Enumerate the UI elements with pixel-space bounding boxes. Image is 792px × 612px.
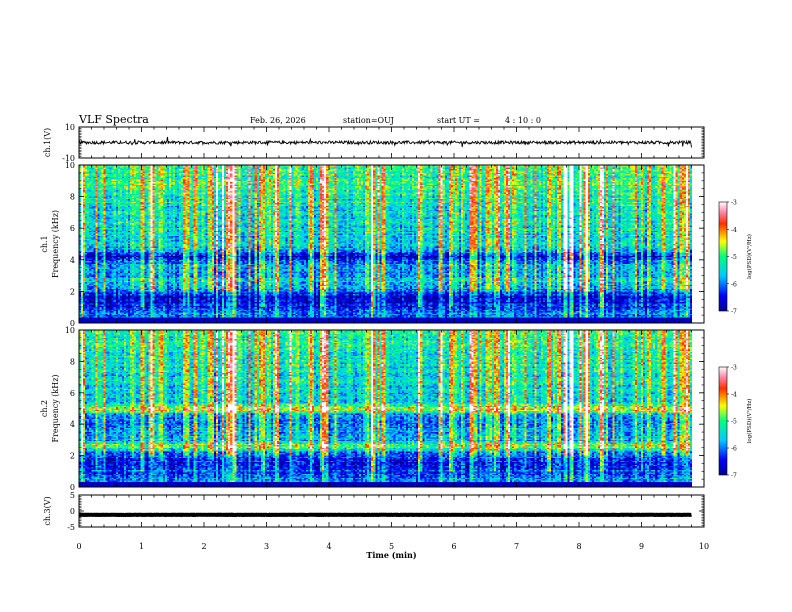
ch1-spectrogram-panel: 0 2 4 6 8 10 ch.1 Frequency (kHz) xyxy=(40,161,705,328)
y-tick-label: 8 xyxy=(70,193,75,202)
x-tick-label: 1 xyxy=(139,542,144,551)
ch1-waveform-ylabel: ch.1(V) xyxy=(43,128,52,157)
colorbar-tick-label: -3 xyxy=(731,200,737,207)
ch3-waveform-ylabel: ch.3(V) xyxy=(43,496,52,525)
y-tick-label: 6 xyxy=(70,224,75,233)
colorbar-label: log(PSD)(V²/Hz) xyxy=(746,399,753,444)
x-tick-label: 2 xyxy=(201,542,206,551)
date-label: Feb. 26, 2026 xyxy=(250,116,306,125)
y-tick-label: 6 xyxy=(70,389,75,398)
x-axis: 0 1 2 3 4 5 6 7 8 9 10 Time (min) xyxy=(76,542,709,560)
colorbar-gradient xyxy=(718,366,728,476)
colorbar-label: log(PSD)(V²/Hz) xyxy=(746,234,753,279)
y-tick-label: 0 xyxy=(70,319,75,328)
x-tick-label: 7 xyxy=(514,542,519,551)
y-tick-label: 8 xyxy=(70,357,75,366)
x-tick-label: 0 xyxy=(76,542,81,551)
y-tick-label: -5 xyxy=(67,523,75,532)
start-time: 4 : 10 : 0 xyxy=(505,116,541,125)
start-label: start UT = xyxy=(437,116,480,125)
colorbar-gradient xyxy=(718,201,728,312)
station-label: station=OUJ xyxy=(343,116,394,125)
ch2-colorbar: -3 -4 -5 -6 -7 log(PSD)(V²/Hz) xyxy=(718,365,753,480)
y-tick-label: 10 xyxy=(65,123,75,132)
y-tick-label: 2 xyxy=(70,287,75,296)
ch2-spectrogram-ylabel-line2: Frequency (kHz) xyxy=(51,374,60,442)
colorbar-tick-label: -4 xyxy=(731,392,737,399)
x-tick-label: 9 xyxy=(639,542,644,551)
figure-title: VLF Spectra xyxy=(78,113,149,126)
colorbar-tick-label: -4 xyxy=(731,227,737,234)
colorbar-tick-label: -5 xyxy=(731,419,737,426)
y-tick-label: 4 xyxy=(70,420,75,429)
colorbar-tick-label: -7 xyxy=(731,309,737,316)
ch1-spectrogram-image xyxy=(79,165,692,323)
x-tick-label: 8 xyxy=(576,542,581,551)
x-tick-label: 4 xyxy=(326,542,331,551)
y-tick-label: 10 xyxy=(65,161,75,170)
x-tick-label: 5 xyxy=(389,542,394,551)
ch1-spectrogram-ylabel-line1: ch.1 xyxy=(40,235,49,252)
y-tick-label: 5 xyxy=(70,491,75,500)
ch2-spectrogram-image xyxy=(79,330,692,487)
colorbar-tick-label: -6 xyxy=(731,446,737,453)
ch2-spectrogram-panel: 0 2 4 6 8 10 ch.2 Frequency (kHz) xyxy=(40,326,705,492)
x-tick-label: 3 xyxy=(264,542,269,551)
colorbar-tick-label: -5 xyxy=(731,254,737,261)
ch1-waveform-trace xyxy=(78,136,692,148)
y-tick-label: -10 xyxy=(62,154,75,163)
y-tick-label: 2 xyxy=(70,452,75,461)
y-tick-label: 4 xyxy=(70,256,75,265)
colorbar-tick-label: -3 xyxy=(731,365,737,372)
colorbar-tick-label: -6 xyxy=(731,281,737,288)
y-tick-label: 0 xyxy=(70,483,75,492)
x-tick-label: 10 xyxy=(699,542,709,551)
ch3-waveform-panel: 5 0 -5 ch.3(V) xyxy=(43,491,705,532)
ch1-spectrogram-ylabel-line2: Frequency (kHz) xyxy=(51,210,60,278)
x-tick-label: 6 xyxy=(451,542,456,551)
y-tick-label: 10 xyxy=(65,326,75,335)
ch1-colorbar: -3 -4 -5 -6 -7 log(PSD)(V²/Hz) xyxy=(718,200,753,316)
y-tick-label: 0 xyxy=(70,507,75,516)
ch1-waveform-panel: 10 -10 ch.1(V) xyxy=(43,123,705,163)
ch2-spectrogram-ylabel-line1: ch.2 xyxy=(40,400,49,417)
x-axis-label: Time (min) xyxy=(366,550,416,560)
colorbar-tick-label: -7 xyxy=(731,473,737,480)
